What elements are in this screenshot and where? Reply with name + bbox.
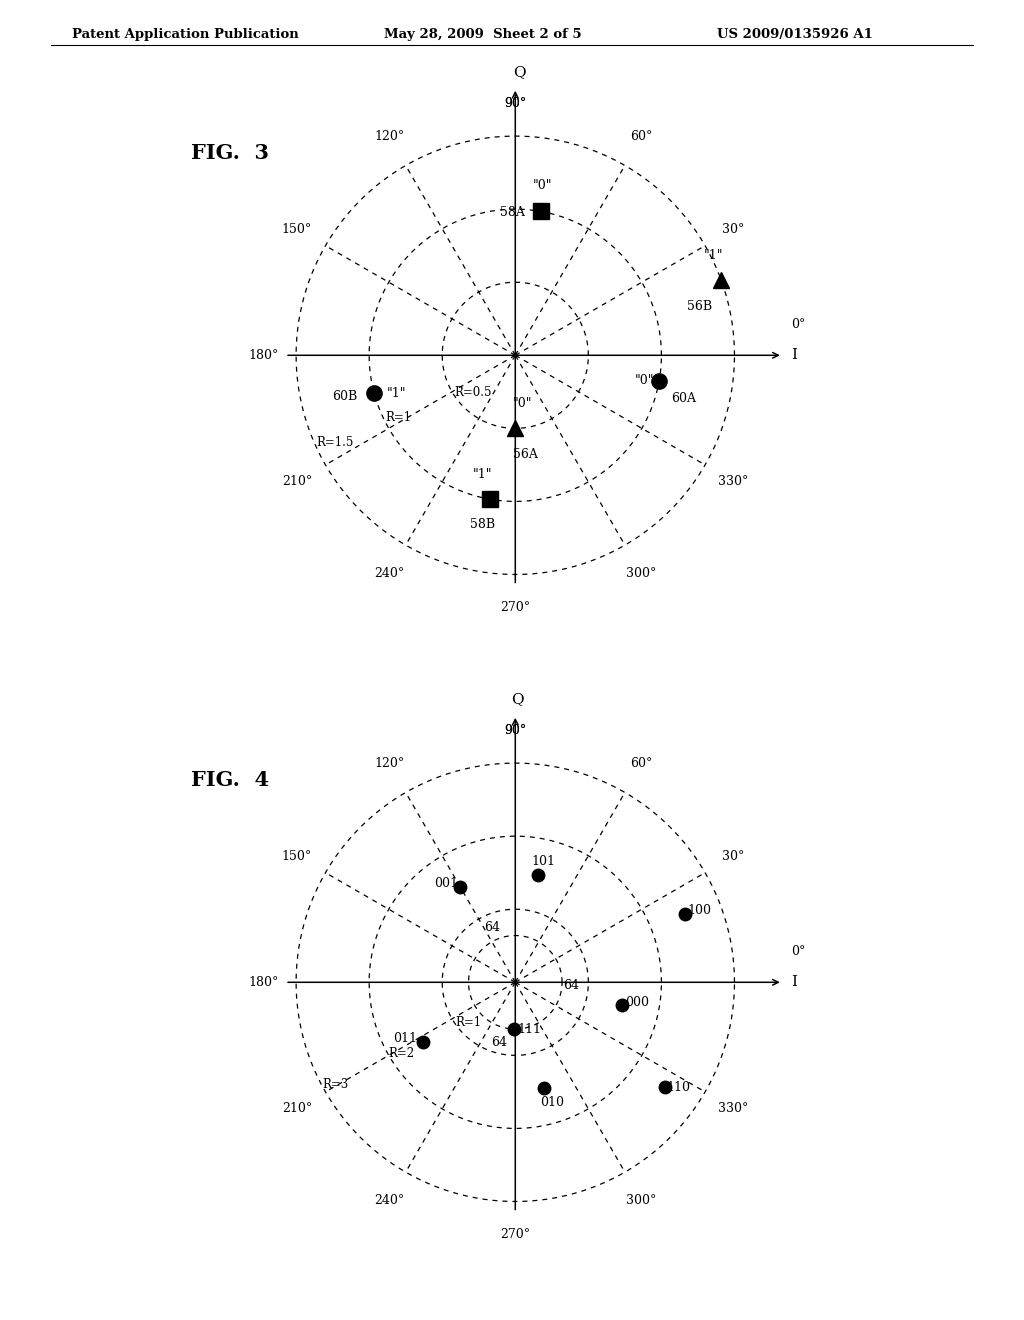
Text: 120°: 120° bbox=[374, 758, 404, 771]
Text: R=1: R=1 bbox=[385, 411, 412, 424]
Text: 60°: 60° bbox=[630, 758, 652, 771]
Text: 58B: 58B bbox=[470, 517, 496, 531]
Text: 58A: 58A bbox=[501, 206, 525, 219]
Text: 300°: 300° bbox=[626, 568, 656, 579]
Text: 000: 000 bbox=[625, 995, 649, 1008]
Text: 64: 64 bbox=[563, 979, 579, 993]
Text: May 28, 2009  Sheet 2 of 5: May 28, 2009 Sheet 2 of 5 bbox=[384, 28, 582, 41]
Text: 150°: 150° bbox=[282, 223, 312, 236]
Text: R=1: R=1 bbox=[455, 1016, 481, 1030]
Text: I: I bbox=[792, 975, 798, 989]
Text: Q: Q bbox=[511, 692, 524, 706]
Text: 90°: 90° bbox=[504, 723, 526, 737]
Text: 0°: 0° bbox=[792, 318, 806, 331]
Text: 210°: 210° bbox=[282, 475, 312, 488]
Text: "0": "0" bbox=[532, 178, 552, 191]
Text: FIG.  3: FIG. 3 bbox=[190, 143, 269, 162]
Text: US 2009/0135926 A1: US 2009/0135926 A1 bbox=[717, 28, 872, 41]
Text: 60B: 60B bbox=[332, 389, 357, 403]
Text: 30°: 30° bbox=[722, 850, 744, 863]
Text: 56B: 56B bbox=[687, 300, 712, 313]
Text: 120°: 120° bbox=[374, 131, 404, 144]
Text: 90°: 90° bbox=[504, 96, 526, 110]
Text: R=2: R=2 bbox=[389, 1047, 415, 1060]
Text: 90°: 90° bbox=[504, 723, 526, 737]
Text: 60A: 60A bbox=[672, 392, 696, 405]
Text: 180°: 180° bbox=[248, 975, 279, 989]
Text: 100: 100 bbox=[687, 904, 712, 916]
Text: 101: 101 bbox=[531, 855, 556, 869]
Text: 90°: 90° bbox=[504, 96, 526, 110]
Text: 010: 010 bbox=[541, 1097, 564, 1109]
Text: 30°: 30° bbox=[722, 223, 744, 236]
Text: 270°: 270° bbox=[501, 1228, 530, 1241]
Text: 60°: 60° bbox=[630, 131, 652, 144]
Text: Q: Q bbox=[513, 65, 526, 79]
Text: FIG.  4: FIG. 4 bbox=[190, 770, 269, 789]
Text: Patent Application Publication: Patent Application Publication bbox=[72, 28, 298, 41]
Text: 240°: 240° bbox=[374, 568, 404, 579]
Text: 210°: 210° bbox=[282, 1102, 312, 1115]
Text: 330°: 330° bbox=[719, 1102, 749, 1115]
Text: 56A: 56A bbox=[513, 449, 538, 461]
Text: "0": "0" bbox=[513, 397, 532, 411]
Text: 001: 001 bbox=[434, 878, 458, 890]
Text: 64: 64 bbox=[484, 921, 500, 933]
Text: 64: 64 bbox=[492, 1036, 508, 1048]
Text: 180°: 180° bbox=[248, 348, 279, 362]
Text: 111: 111 bbox=[518, 1023, 542, 1035]
Text: I: I bbox=[792, 348, 798, 362]
Text: 330°: 330° bbox=[719, 475, 749, 488]
Text: R=3: R=3 bbox=[323, 1078, 349, 1090]
Text: 0°: 0° bbox=[792, 945, 806, 958]
Text: 300°: 300° bbox=[626, 1195, 656, 1206]
Text: "1": "1" bbox=[386, 387, 406, 400]
Text: 150°: 150° bbox=[282, 850, 312, 863]
Text: 240°: 240° bbox=[374, 1195, 404, 1206]
Text: R=0.5: R=0.5 bbox=[454, 387, 492, 399]
Text: 011: 011 bbox=[393, 1032, 417, 1045]
Text: R=1.5: R=1.5 bbox=[316, 436, 354, 449]
Text: 110: 110 bbox=[666, 1081, 690, 1093]
Text: 270°: 270° bbox=[501, 601, 530, 614]
Text: "1": "1" bbox=[705, 249, 724, 261]
Text: "0": "0" bbox=[635, 374, 654, 387]
Text: "1": "1" bbox=[473, 467, 493, 480]
